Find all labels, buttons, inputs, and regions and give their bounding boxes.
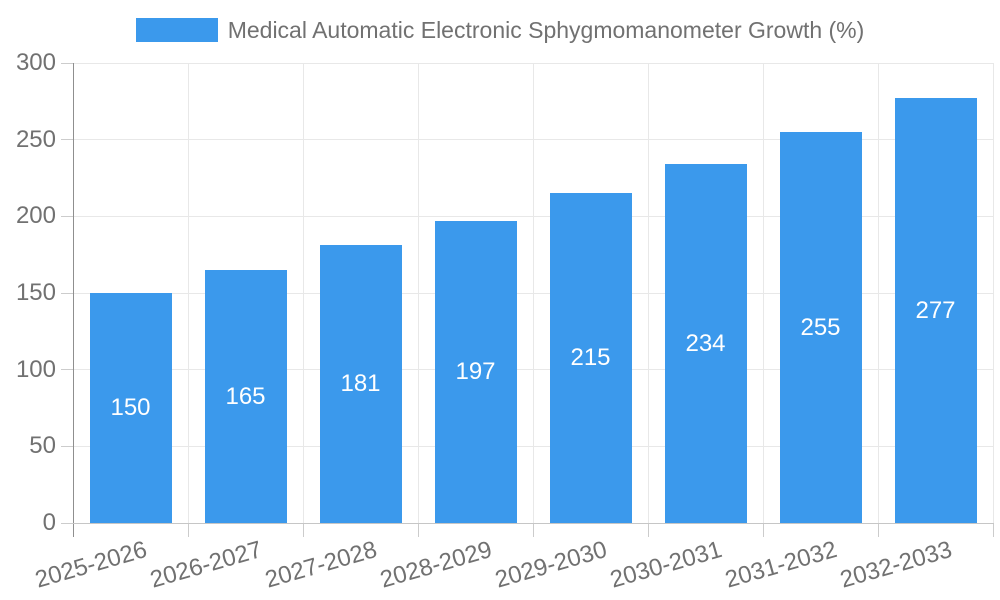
x-axis-label: 2032-2033 <box>836 536 955 594</box>
y-axis-tick <box>61 369 73 371</box>
y-axis-label: 50 <box>29 432 56 460</box>
gridline-vertical <box>992 63 994 523</box>
y-axis-label: 250 <box>15 125 56 153</box>
x-axis-label: 2025-2026 <box>31 536 150 594</box>
gridline-vertical <box>187 63 189 523</box>
y-axis-label: 150 <box>15 279 56 306</box>
gridline-horizontal <box>73 62 993 64</box>
x-axis-label: 2028-2029 <box>376 536 495 594</box>
x-axis-label: 2029-2030 <box>491 536 610 594</box>
x-axis-tick <box>302 523 304 537</box>
bar[interactable]: 181 <box>319 245 402 523</box>
bar[interactable]: 277 <box>894 98 977 523</box>
x-axis-tick <box>992 523 994 537</box>
bar-value-label: 255 <box>800 313 841 341</box>
x-axis-label: 2031-2032 <box>721 536 840 594</box>
gridline-vertical <box>417 63 419 523</box>
y-axis-tick <box>61 215 73 217</box>
y-axis-tick <box>61 445 73 447</box>
gridline-vertical <box>877 63 879 523</box>
y-axis-tick <box>61 292 73 294</box>
x-axis-tick <box>647 523 649 537</box>
gridline-vertical <box>302 63 304 523</box>
x-axis-label: 2026-2027 <box>146 536 265 594</box>
bar[interactable]: 234 <box>664 164 747 523</box>
y-axis-label: 200 <box>15 202 56 230</box>
y-axis-line <box>72 63 74 537</box>
gridline-vertical <box>532 63 534 523</box>
gridline-vertical <box>762 63 764 523</box>
bar[interactable]: 255 <box>779 132 862 523</box>
y-axis-label: 300 <box>15 49 56 76</box>
legend[interactable]: Medical Automatic Electronic Sphygmomano… <box>0 17 1000 43</box>
bar-value-label: 234 <box>685 329 726 357</box>
x-axis-tick <box>532 523 534 537</box>
legend-label: Medical Automatic Electronic Sphygmomano… <box>227 17 865 43</box>
bar-value-label: 277 <box>915 296 956 324</box>
x-axis-label: 2030-2031 <box>606 536 725 594</box>
x-axis-label: 2027-2028 <box>261 536 380 594</box>
y-axis-tick <box>61 139 73 141</box>
bar[interactable]: 165 <box>204 270 287 523</box>
bar-value-label: 150 <box>110 394 151 421</box>
y-axis-label: 100 <box>15 355 56 383</box>
bar-value-label: 197 <box>455 357 496 385</box>
x-axis-tick <box>72 523 74 537</box>
x-axis-tick <box>762 523 764 537</box>
x-axis-tick <box>877 523 879 537</box>
gridline-vertical <box>647 63 649 523</box>
y-axis-tick <box>61 522 73 524</box>
bar-value-label: 215 <box>570 344 611 372</box>
x-axis-tick <box>417 523 419 537</box>
x-axis-tick <box>187 523 189 537</box>
bar-value-label: 181 <box>340 370 381 398</box>
legend-swatch-icon <box>135 18 218 42</box>
bar[interactable]: 215 <box>549 193 632 523</box>
bar[interactable]: 150 <box>89 293 172 523</box>
bar-value-label: 165 <box>225 382 266 410</box>
y-axis-tick <box>61 62 73 64</box>
y-axis-label: 0 <box>42 509 56 536</box>
bar[interactable]: 197 <box>434 220 517 523</box>
